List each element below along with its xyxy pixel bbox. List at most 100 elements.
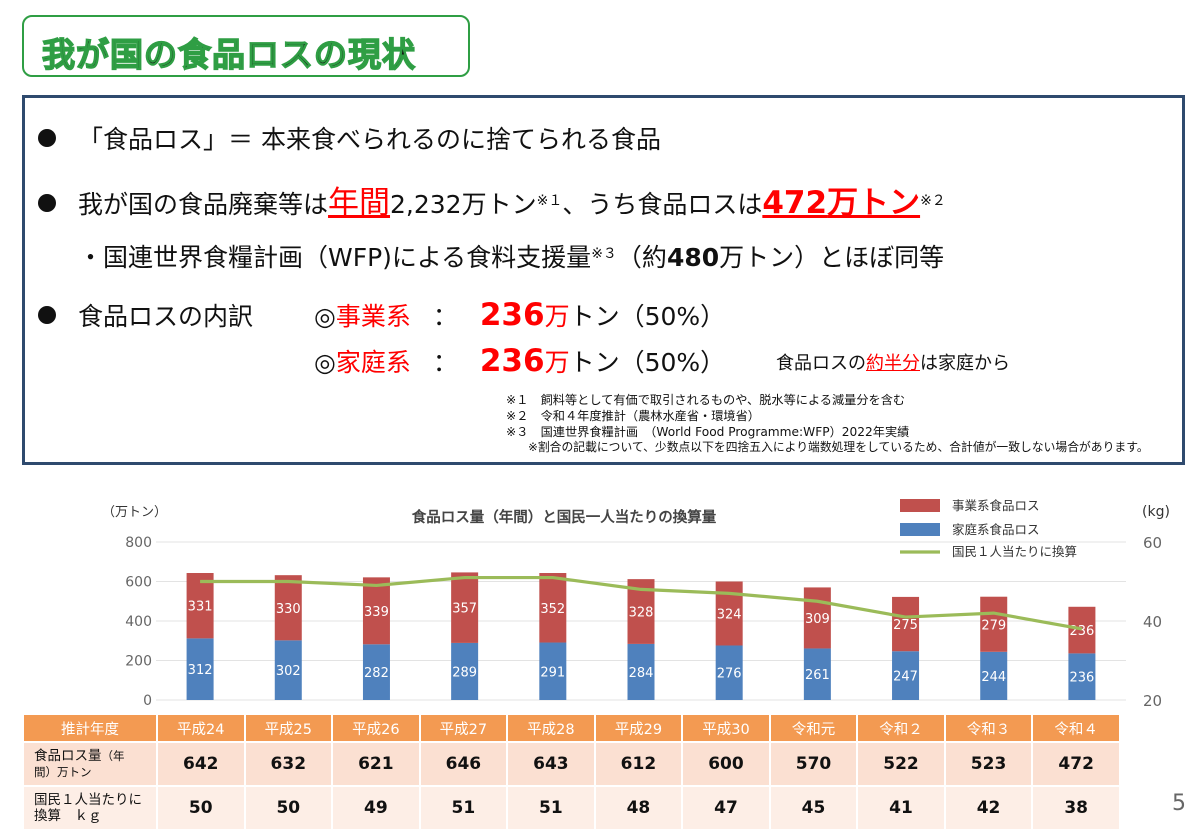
business-line: ◎事業系 ： 236万トン（50%） xyxy=(314,297,725,333)
table-row-per-capita: 国民１人当たりに 換算 ｋｇ 50 50 49 51 51 48 47 45 41… xyxy=(22,785,1121,831)
footnote-3: ※３ 国連世界食糧計画 （World Food Programme:WFP）20… xyxy=(506,425,910,439)
table-cell-total: 612 xyxy=(593,741,684,787)
legend-label-line: 国民１人当たりに換算 xyxy=(952,544,1077,559)
y-tick-label: 200 xyxy=(125,654,152,670)
business-rest: トン（50%） xyxy=(569,302,726,331)
bar-label-business: 331 xyxy=(188,600,213,615)
page-number: 5 xyxy=(1172,791,1186,816)
wfp-amount: 480 xyxy=(666,243,720,272)
table-row-total: 食品ロス量（年 間）万トン 642 632 621 646 643 612 600… xyxy=(22,741,1121,787)
y2-tick-label: 20 xyxy=(1143,692,1162,710)
bar-label-household: 291 xyxy=(540,665,565,680)
bullet-1-text: 「食品ロス」＝ 本来食べられるのに捨てられる食品 xyxy=(78,125,661,154)
bar-business xyxy=(980,596,1008,652)
bar-household xyxy=(451,642,479,700)
table-cell-per-capita: 51 xyxy=(506,785,596,831)
wfp-text: ・国連世界食糧計画（WFP)による食料支援量 xyxy=(78,243,592,272)
legend-label-business: 事業系食品ロス xyxy=(952,498,1040,513)
bar-label-household: 289 xyxy=(452,665,477,680)
info-box xyxy=(22,95,1185,465)
table-row-label-per-capita: 国民１人当たりに 換算 ｋｇ xyxy=(22,785,158,831)
table-cell-total: 600 xyxy=(681,741,771,787)
chart-bars: 312 331 302 330 282 339 289 357 291 352 284 328 276 3… xyxy=(186,572,1096,700)
table-year: 平成26 xyxy=(331,713,421,743)
table-year: 平成29 xyxy=(593,713,684,743)
footnote-2: ※２ 令和４年度推計（農林水産省・環境省） xyxy=(506,409,760,423)
y-tick-label: 0 xyxy=(143,693,152,709)
bar-label-household: 312 xyxy=(188,663,213,678)
table-cell-total: 646 xyxy=(418,741,509,787)
table-cell-per-capita: 49 xyxy=(331,785,421,831)
data-table: 推計年度 平成24 平成25 平成26 平成27 平成28 平成29 平成30 … xyxy=(22,713,1121,831)
loss-unit: 万トン xyxy=(827,185,921,221)
bar-household xyxy=(715,645,743,700)
loss-text: 、うち食品ロスは xyxy=(562,190,763,219)
bar-business xyxy=(274,575,302,641)
table-cell-per-capita: 50 xyxy=(156,785,246,831)
table-cell-per-capita: 41 xyxy=(856,785,946,831)
per-capita-line xyxy=(200,575,1083,631)
household-number: 236 xyxy=(479,343,545,379)
row-label-part: （年 xyxy=(101,749,125,763)
double-circle-icon: ◎ xyxy=(314,348,336,377)
chart-axis-labels: 0 200 400 600 800 20 40 60 xyxy=(125,534,1162,710)
bullet-dot-icon xyxy=(38,194,56,212)
page-title: 我が国の食品ロスの現状 xyxy=(41,34,416,74)
bullet-line-2: 我が国の食品廃棄等は年間2,232万トン※１、うち食品ロスは472万トン※２ xyxy=(38,177,946,222)
chart-title: 食品ロス量（年間）と国民一人当たりの換算量 xyxy=(412,508,717,526)
household-note-pre: 食品ロスの xyxy=(776,353,866,374)
waste-text: 我が国の食品廃棄等は xyxy=(78,190,329,219)
bar-business xyxy=(1068,606,1096,654)
table-year: 平成24 xyxy=(156,713,246,743)
bar-household xyxy=(980,651,1008,700)
title-box: 我が国の食品ロスの現状 xyxy=(22,15,470,77)
bar-household xyxy=(1068,653,1096,700)
bar-household xyxy=(274,640,302,700)
annual-label: 年間 xyxy=(328,185,391,221)
bar-household xyxy=(539,642,567,700)
table-cell-total: 522 xyxy=(856,741,946,787)
wfp-open: （約 xyxy=(616,243,667,272)
bar-label-household: 284 xyxy=(629,666,654,681)
wfp-close: 万トン）とほぼ同等 xyxy=(719,243,945,272)
chart-per-capita-line xyxy=(200,575,1083,631)
bar-label-household: 302 xyxy=(276,664,301,679)
double-circle-icon: ◎ xyxy=(314,302,336,331)
table-cell-total: 621 xyxy=(331,741,421,787)
table-year: 令和３ xyxy=(943,713,1034,743)
table-cell-total: 632 xyxy=(243,741,334,787)
bar-household xyxy=(186,638,214,700)
bar-label-household: 282 xyxy=(364,666,389,681)
loss-amount: 472万トン xyxy=(762,185,920,221)
bar-label-business: 309 xyxy=(805,612,830,627)
bar-business xyxy=(451,572,479,643)
note-ref-3: ※３ xyxy=(591,246,617,262)
row-label-part: 国民１人当たりに xyxy=(34,792,142,808)
y-tick-label: 800 xyxy=(125,535,152,551)
household-label: 家庭系 xyxy=(335,348,411,377)
bar-label-household: 247 xyxy=(893,670,918,685)
household-rest: トン（50%） xyxy=(569,348,726,377)
table-cell-total: 570 xyxy=(768,741,859,787)
table-row-label-total: 食品ロス量（年 間）万トン xyxy=(22,741,158,787)
row-label-part: 間）万トン xyxy=(34,765,92,779)
table-year: 平成28 xyxy=(506,713,596,743)
table-cell-per-capita: 38 xyxy=(1031,785,1121,831)
waste-amount: 2,232万トン xyxy=(390,190,537,219)
bar-business xyxy=(803,587,831,649)
legend-label-household: 家庭系食品ロス xyxy=(952,522,1040,537)
bullet-dot-icon xyxy=(38,306,56,324)
table-cell-per-capita: 51 xyxy=(418,785,509,831)
note-ref-1: ※１ xyxy=(536,193,563,209)
table-year: 平成25 xyxy=(243,713,334,743)
bar-label-business: 324 xyxy=(717,607,742,622)
household-line: ◎家庭系 ： 236万トン（50%） xyxy=(314,343,725,379)
bar-label-household: 276 xyxy=(717,667,742,682)
food-loss-chart: 312 331 302 330 282 339 289 357 291 352 284 328 276 3… xyxy=(102,498,1170,710)
table-cell-total: 472 xyxy=(1031,741,1121,787)
table-cell-per-capita: 42 xyxy=(943,785,1034,831)
y-axis-unit-label: （万トン） xyxy=(102,505,167,520)
row-label-part: 食品ロス量 xyxy=(34,748,102,764)
y2-tick-label: 60 xyxy=(1143,534,1162,552)
